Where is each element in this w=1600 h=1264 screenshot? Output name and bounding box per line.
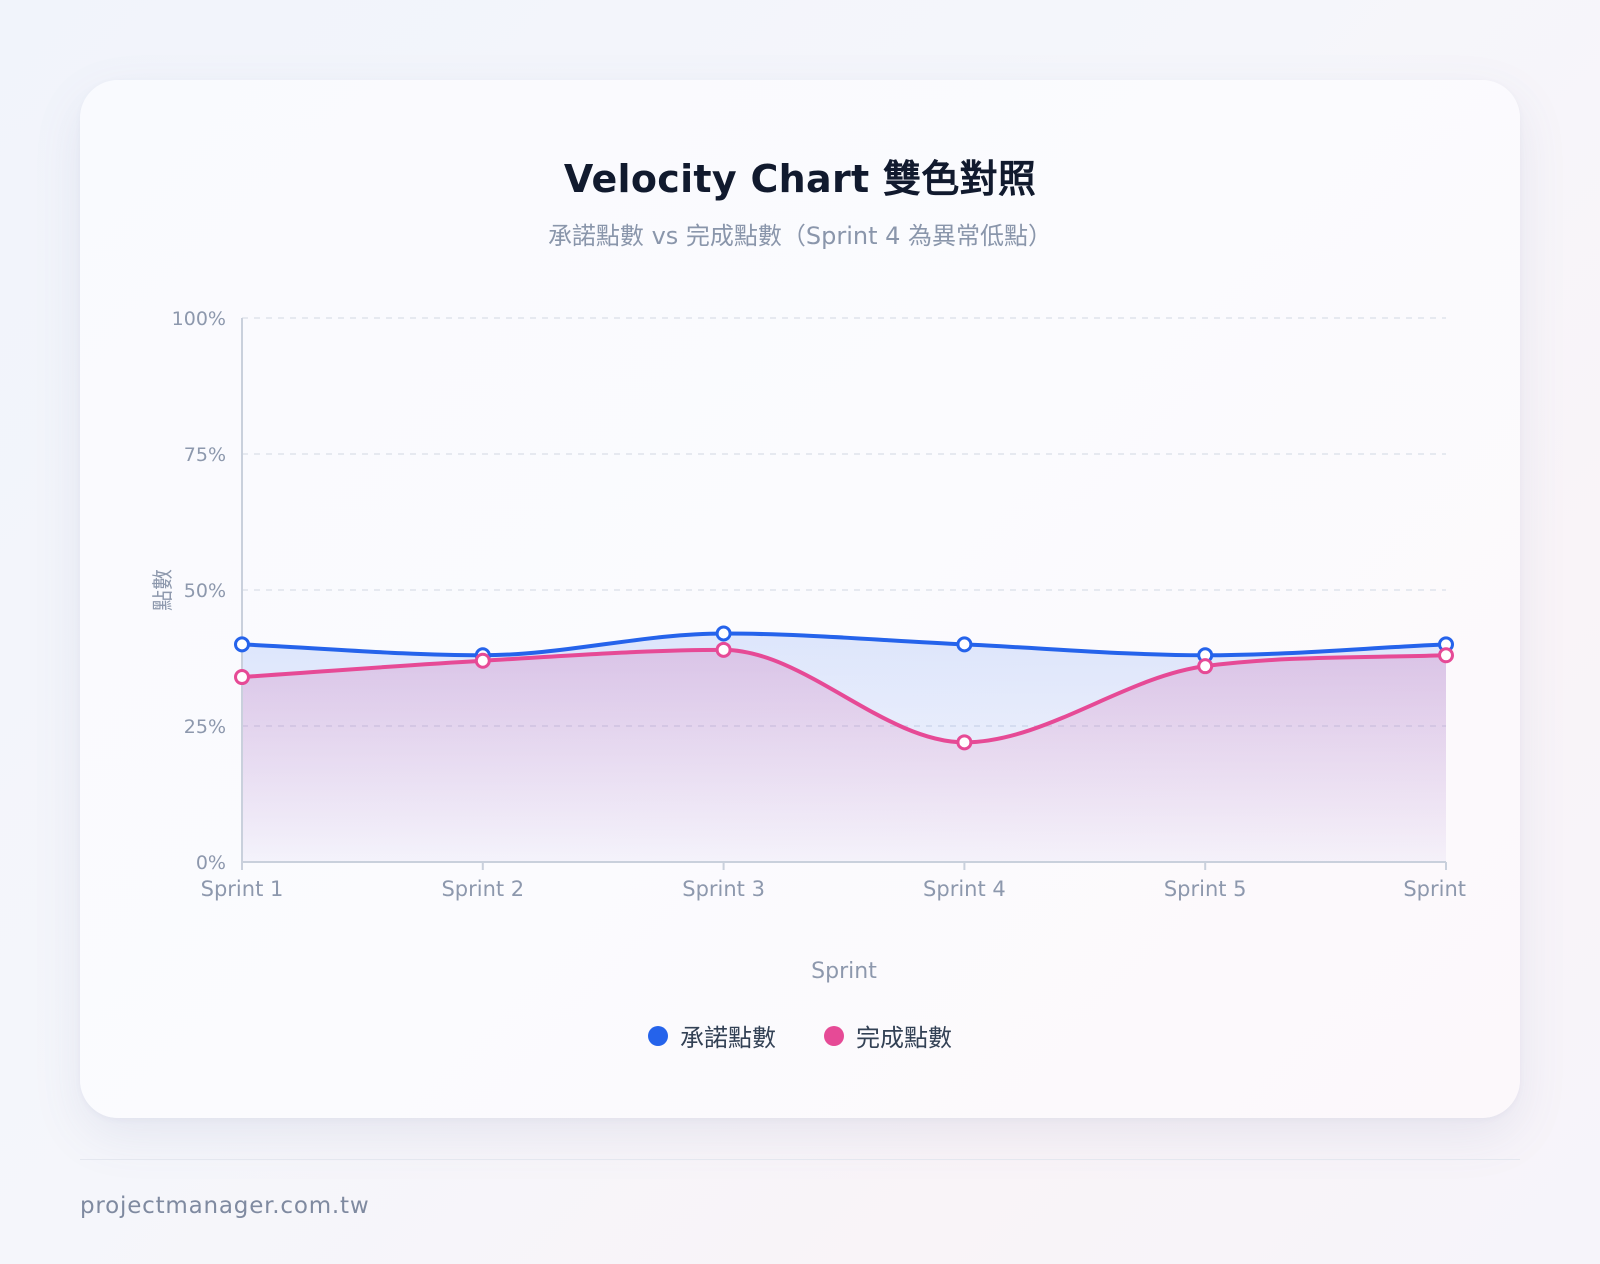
data-points — [234, 625, 1454, 751]
axes — [241, 318, 1447, 870]
data-point — [715, 625, 732, 642]
series-area-2 — [242, 649, 1446, 862]
series-line-1 — [240, 631, 1448, 658]
chart-card — [80, 80, 1520, 1118]
data-point — [956, 636, 973, 653]
y-axis-title: 點數 — [151, 569, 175, 611]
series-line-2 — [240, 647, 1448, 745]
chart-title: Velocity Chart 雙色對照 — [563, 157, 1037, 201]
data-point — [234, 669, 250, 686]
data-point — [715, 641, 732, 658]
y-tick-label: 75% — [184, 444, 226, 466]
x-tick-label: Sprint 4 — [923, 877, 1006, 901]
footer-divider — [80, 1159, 1520, 1160]
legend-label: 完成點數 — [856, 1024, 952, 1052]
tick-labels: 0% 25% 50% 75% 100% Sprint 1 Sprint 2 Sprint 3 S… — [151, 308, 1466, 984]
x-tick-label: Sprint 1 — [201, 877, 284, 901]
legend-label: 承諾點數 — [680, 1024, 776, 1052]
data-point — [1438, 647, 1454, 664]
legend-swatch — [648, 1025, 668, 1046]
data-point — [956, 734, 973, 751]
chart-subtitle: 承諾點數 vs 完成點數（Sprint 4 為異常低點） — [547, 222, 1053, 250]
data-point — [1197, 658, 1214, 675]
footer-site: projectmanager.com.tw — [80, 1193, 370, 1219]
chart-legend: 承諾點數 完成點數 — [0, 1018, 1600, 1053]
x-tick-label: Sprint — [1403, 877, 1466, 901]
x-axis-title: Sprint — [811, 959, 877, 984]
y-tick-label: 50% — [184, 580, 226, 602]
series-lines — [240, 631, 1448, 745]
x-tick-label: Sprint 5 — [1164, 877, 1247, 901]
legend-item: 完成點數 — [824, 1018, 952, 1053]
y-tick-label: 25% — [184, 716, 226, 738]
y-tick-label: 0% — [196, 852, 226, 874]
data-point — [474, 652, 491, 669]
x-tick-label: Sprint 3 — [682, 877, 765, 901]
data-point — [234, 636, 250, 653]
series-areas — [242, 633, 1446, 862]
x-tick-label: Sprint 2 — [441, 877, 524, 901]
y-tick-label: 100% — [172, 308, 226, 330]
legend-item: 承諾點數 — [648, 1018, 776, 1053]
legend-swatch — [824, 1025, 844, 1046]
